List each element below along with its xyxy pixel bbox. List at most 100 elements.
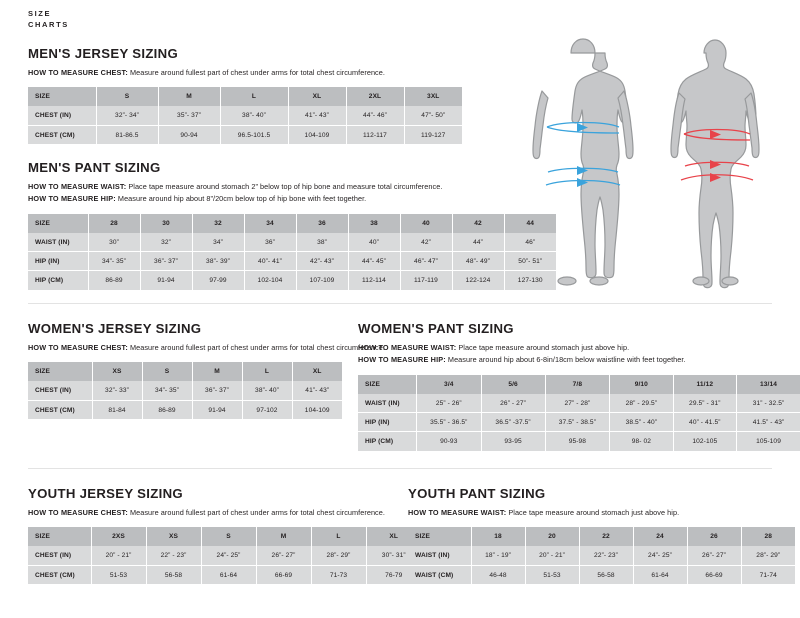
- table-cell: 26”- 27”: [687, 546, 742, 566]
- column-header-size: SIZE: [28, 362, 93, 382]
- table-cell: 38”- 40”: [220, 106, 289, 126]
- table-cell: 97-99: [192, 270, 245, 290]
- section-mens-pant: MEN'S PANT SIZING HOW TO MEASURE WAIST: …: [28, 160, 556, 290]
- male-left-arm: [532, 90, 549, 160]
- column-header: M: [158, 87, 221, 107]
- table-row: CHEST (CM) 81-84 86-89 91-94 97-102 104-109: [28, 400, 342, 420]
- table-cell: 91-94: [192, 400, 243, 420]
- table-cell: 41”- 43”: [292, 381, 342, 401]
- table-cell: 37.5” - 38.5”: [545, 412, 611, 432]
- table-row: CHEST (IN) 32”- 34” 35”- 37” 38”- 40” 41”- 4…: [28, 106, 462, 126]
- table-cell: 27” - 28”: [545, 393, 611, 413]
- table-cell: 127-130: [504, 270, 556, 290]
- table-cell: 61-64: [201, 565, 257, 585]
- column-header-size: SIZE: [408, 527, 472, 547]
- table-cell: 102-104: [244, 270, 297, 290]
- table-cell: 86-89: [88, 270, 141, 290]
- instruction-text: Measure around fullest part of chest und…: [127, 68, 385, 77]
- row-header: HIP (CM): [358, 431, 418, 451]
- female-right-arm: [744, 92, 760, 159]
- measure-instruction-waist: HOW TO MEASURE WAIST: Place tape measure…: [358, 343, 800, 353]
- instruction-text: Place tape measure around stomach just a…: [456, 343, 630, 352]
- measure-instruction: HOW TO MEASURE CHEST: Measure around ful…: [28, 343, 385, 353]
- brand-line-2: CHARTS: [28, 20, 69, 29]
- column-header: 7/8: [545, 374, 611, 394]
- table-row: HIP (CM) 90-93 93-95 95-98 98- 02 102-105 105-…: [358, 431, 800, 451]
- male-waist-arrow-icon: [577, 166, 588, 175]
- table-row: HIP (CM) 86-89 91-94 97-99 102-104 107-109 112…: [28, 270, 556, 290]
- instruction-text: Measure around hip about 6-8in/18cm belo…: [445, 355, 686, 365]
- row-header: HIP (IN): [358, 412, 418, 432]
- column-header: XS: [146, 527, 202, 547]
- table-cell: 32”- 34”: [96, 106, 159, 126]
- table-header-row: SIZE 2XS XS S M L XL: [28, 527, 421, 547]
- table-cell: 26” - 27”: [481, 393, 546, 413]
- measure-instruction-hip: HOW TO MEASURE HIP: Measure around hip a…: [358, 355, 800, 365]
- table-cell: 48”- 49”: [452, 251, 505, 271]
- column-header: 34: [244, 213, 297, 233]
- section-title: YOUTH JERSEY SIZING: [28, 486, 183, 501]
- column-header: 13/14: [736, 374, 800, 394]
- female-left-arm: [670, 92, 686, 159]
- row-header: CHEST (CM): [28, 125, 97, 145]
- table-cell: 22” - 23”: [146, 546, 202, 566]
- table-cell: 32”: [140, 232, 193, 252]
- table-cell: 96.5-101.5: [220, 125, 289, 145]
- table-cell: 32”- 33”: [92, 381, 143, 401]
- table-cell: 28”- 29”: [311, 546, 367, 566]
- table-header-row: SIZE S M L XL 2XL 3XL: [28, 87, 462, 107]
- instruction-label: HOW TO MEASURE WAIST:: [28, 182, 127, 191]
- table-cell: 44”: [452, 232, 505, 252]
- instruction-text: Place tape measure around stomach just a…: [506, 508, 680, 517]
- table-cell: 81-84: [92, 400, 143, 420]
- column-header: L: [220, 87, 289, 107]
- table-cell: 25” - 26”: [416, 393, 482, 413]
- table-cell: 30”: [88, 232, 141, 252]
- row-header: CHEST (IN): [28, 546, 92, 566]
- column-header: M: [192, 362, 243, 382]
- table-cell: 112-117: [346, 125, 405, 145]
- section-title: MEN'S PANT SIZING: [28, 160, 161, 175]
- table-cell: 31” - 32.5”: [736, 393, 800, 413]
- table-header-row: SIZE 18 20 22 24 26 28: [408, 527, 795, 547]
- female-hip-measure-line: [680, 174, 754, 181]
- table-header-row: SIZE XS S M L XL: [28, 362, 342, 382]
- column-header: 3XL: [404, 87, 462, 107]
- instruction-label: HOW TO MEASURE HIP:: [358, 355, 446, 365]
- column-header: M: [256, 527, 312, 547]
- table-cell: 38”- 40”: [242, 381, 293, 401]
- row-header: WAIST (IN): [28, 232, 89, 252]
- table-cell: 119-127: [404, 125, 462, 145]
- column-header: 2XL: [346, 87, 405, 107]
- male-body-diagram: [532, 38, 634, 286]
- table-cell: 42”- 43”: [296, 251, 349, 271]
- column-header: XL: [288, 87, 347, 107]
- table-cell: 36”- 37”: [192, 381, 243, 401]
- measure-instruction: HOW TO MEASURE CHEST: Measure around ful…: [28, 508, 421, 518]
- column-header: 3/4: [416, 374, 482, 394]
- section-divider-2: [28, 468, 772, 469]
- table-cell: 36.5” -37.5”: [481, 412, 546, 432]
- column-header: S: [201, 527, 257, 547]
- table-header-row: SIZE 28 30 32 34 36 38 40 42 44: [28, 213, 556, 233]
- table-cell: 91-94: [140, 270, 193, 290]
- table-cell: 81-86.5: [96, 125, 159, 145]
- table-cell: 34”- 35”: [88, 251, 141, 271]
- table-cell: 61-64: [633, 565, 688, 585]
- table-cell: 26”- 27”: [256, 546, 312, 566]
- table-cell: 44”- 45”: [348, 251, 401, 271]
- section-title: WOMEN'S PANT SIZING: [358, 321, 514, 336]
- column-header: 18: [471, 527, 526, 547]
- table-row: WAIST (IN) 25” - 26” 26” - 27” 27” - 28” 28”…: [358, 393, 800, 413]
- table-cell: 71-73: [311, 565, 367, 585]
- table-cell: 86-89: [142, 400, 193, 420]
- column-header: S: [96, 87, 159, 107]
- table-cell: 40”: [348, 232, 401, 252]
- section-title: MEN'S JERSEY SIZING: [28, 46, 179, 61]
- measure-instruction-waist: HOW TO MEASURE WAIST: Place tape measure…: [28, 182, 556, 192]
- table-cell: 47”- 50”: [404, 106, 462, 126]
- female-body-diagram: [670, 39, 760, 289]
- table-row: CHEST (CM) 81-86.5 90-94 96.5-101.5 104-109 1…: [28, 125, 462, 145]
- table-cell: 38.5” - 40”: [609, 412, 674, 432]
- instruction-text: Measure around fullest part of chest und…: [127, 508, 385, 517]
